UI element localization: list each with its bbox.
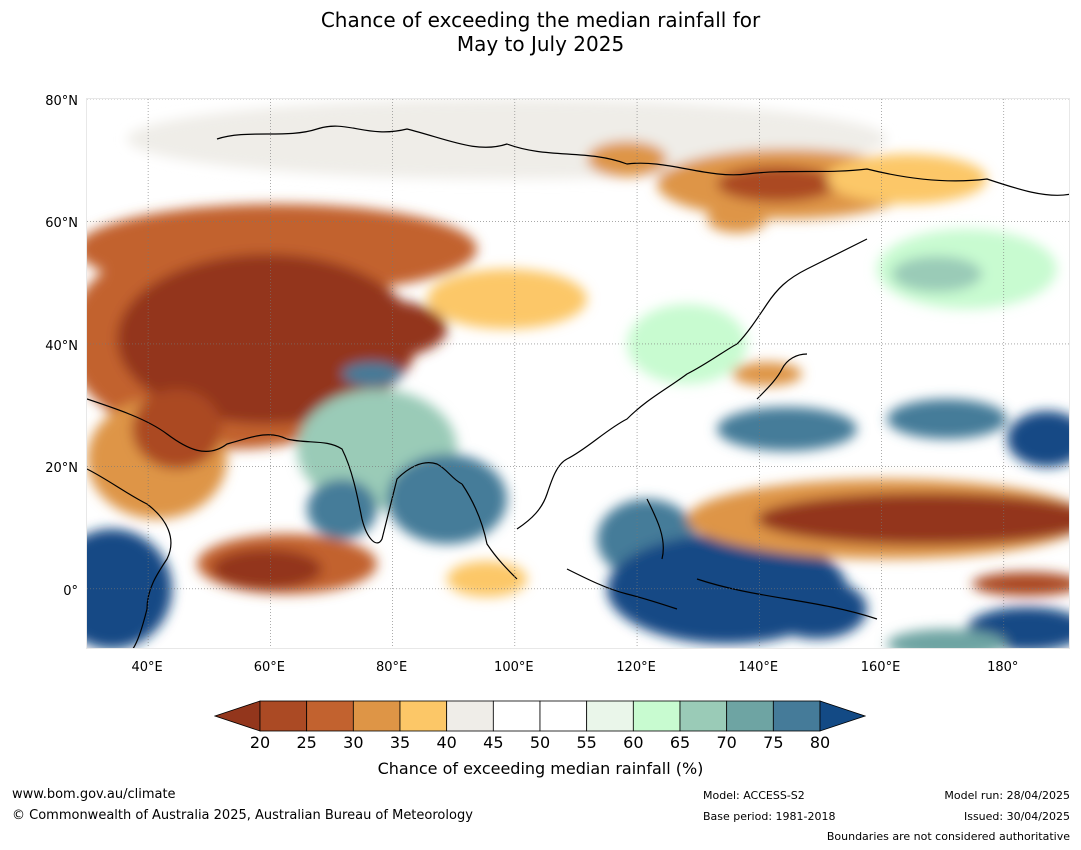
colorbar-bin	[726, 700, 774, 732]
region-indian-ocean-brown	[212, 549, 322, 589]
lat-label: 80°N	[45, 94, 78, 109]
lon-label: 80°E	[375, 660, 408, 675]
lat-label: 20°N	[45, 461, 78, 477]
region-south-pacific-teal	[887, 629, 1007, 648]
footer-disclaimer: Boundaries are not considered authoritat…	[826, 830, 1070, 843]
colorbar-tick-label: 75	[763, 733, 784, 752]
colorbar-tick-label: 70	[716, 733, 737, 752]
title-line-2: May to July 2025	[456, 32, 625, 56]
colorbar-tick-label: 60	[623, 733, 644, 752]
colorbar	[214, 700, 866, 732]
rainfall-map-canvas	[87, 99, 1069, 648]
region-central-asia-brown	[117, 254, 417, 424]
lat-label: 0°	[63, 583, 78, 599]
lon-label: 40°E	[131, 660, 163, 675]
region-north-pacific-blue-1	[717, 407, 857, 451]
region-north-pacific-blue-3	[1007, 411, 1069, 467]
colorbar-bin	[586, 700, 634, 732]
lon-label: 120°E	[616, 660, 656, 675]
region-arabian-sea-blue	[307, 479, 377, 539]
footer-copyright: © Commonwealth of Australia 2025, Austra…	[12, 808, 473, 823]
footer-url: www.bom.gov.au/climate	[12, 787, 176, 802]
colorbar-tick-label: 65	[669, 733, 691, 752]
colorbar-label: Chance of exceeding median rainfall (%)	[377, 759, 704, 778]
colorbar-bin	[352, 700, 401, 732]
colorbar-bin	[446, 700, 494, 732]
region-okhotsk-orange	[707, 205, 767, 233]
colorbar-bin	[492, 700, 541, 732]
footer-model-run: Model run: 28/04/2025	[944, 789, 1070, 802]
colorbar-tick-label: 50	[529, 733, 551, 752]
colorbar-tick-label: 20	[249, 733, 271, 752]
region-pacific-east-brown	[972, 572, 1069, 596]
colorbar-tick-label: 80	[809, 733, 831, 752]
region-bay-of-bengal-blue	[387, 454, 507, 544]
colorbar-bin	[539, 700, 588, 732]
region-east-siberia-yellow	[827, 154, 987, 204]
map-title: Chance of exceeding the median rainfall …	[0, 8, 1081, 56]
map-gridlines	[87, 99, 1069, 648]
colorbar-high-arrow	[819, 700, 866, 732]
region-east-siberia-brown	[717, 166, 837, 202]
title-line-1: Chance of exceeding the median rainfall …	[320, 8, 761, 32]
colorbar-low-arrow	[214, 700, 261, 732]
region-bering-teal	[892, 256, 982, 292]
region-new-guinea-blue	[767, 579, 867, 639]
lon-label: 140°E	[738, 660, 779, 675]
region-himalaya-blue	[342, 362, 402, 386]
lat-label: 40°N	[45, 338, 78, 354]
region-japan-orange	[732, 362, 802, 386]
colorbar-bin	[679, 700, 728, 732]
footer-issued: Issued: 30/04/2025	[963, 810, 1070, 823]
colorbar-bin	[772, 700, 821, 732]
footer-model: Model: ACCESS-S2	[703, 789, 805, 802]
region-mongolia-yellow	[427, 269, 587, 329]
region-central-siberia-orange	[587, 141, 667, 177]
colorbar-tick-label: 35	[389, 733, 411, 752]
lon-label: 160°E	[860, 660, 901, 675]
rainfall-map[interactable]	[86, 98, 1070, 649]
colorbar-bin	[399, 700, 448, 732]
lon-label: 100°E	[494, 660, 534, 675]
colorbar-tick-label: 25	[296, 733, 317, 752]
region-north-pacific-blue-2	[887, 399, 1007, 439]
region-arabia-brown	[132, 389, 222, 469]
region-tibet-brown	[307, 299, 447, 359]
colorbar-bin	[306, 700, 354, 732]
colorbar-tick-label: 40	[436, 733, 457, 752]
colorbar-tick-label: 45	[483, 733, 504, 752]
footer-base-period: Base period: 1981-2018	[703, 810, 836, 823]
region-indian-ocean-yellow	[447, 561, 527, 597]
colorbar-tick-label: 30	[343, 733, 364, 752]
lon-label: 180°	[987, 660, 1019, 675]
lat-label: 60°N	[45, 216, 78, 232]
lon-label: 60°E	[253, 660, 285, 675]
coastlines	[87, 125, 1069, 648]
colorbar-tick-label: 55	[576, 733, 597, 752]
colorbar-bin	[632, 700, 681, 732]
colorbar-bin	[259, 700, 308, 732]
region-pacific-dry-brown	[757, 493, 1069, 545]
